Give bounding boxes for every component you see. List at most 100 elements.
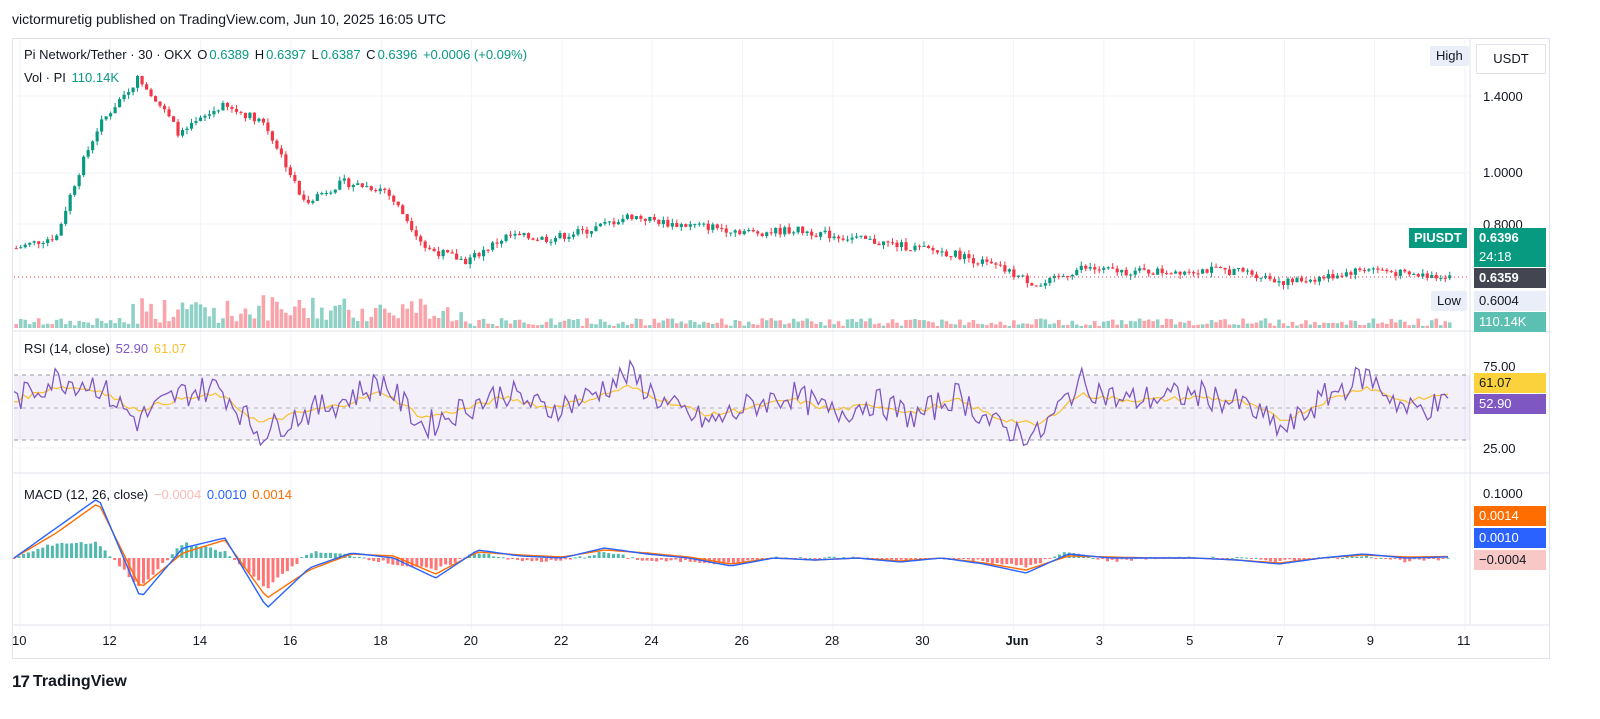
volume-bar [1187,320,1191,328]
candle-body [1124,269,1128,276]
rsi-label[interactable]: RSI (14, close) [24,341,110,356]
volume-bar [1016,324,1021,328]
volume-bar [1420,325,1425,328]
macd-hist-bar [722,558,726,564]
macd-label[interactable]: MACD (12, 26, close) [24,487,149,502]
candle-body [1241,268,1245,272]
volume-bar [1380,322,1385,328]
candle-body [374,190,378,192]
macd-hist-bar [41,547,45,558]
candle-body [652,216,656,220]
candle-body [302,194,306,200]
volume-bar [899,325,904,328]
volume-bars [14,295,1452,328]
candle-body [540,236,544,240]
volume-bar [1061,325,1066,328]
volume-bar [733,319,738,328]
volume-bar [194,302,198,328]
candle-body [1371,268,1375,270]
currency-button[interactable]: USDT [1476,44,1546,74]
volume-label[interactable]: Vol · PI [24,70,66,85]
volume-bar [778,320,782,328]
candle-body [158,101,162,106]
candle-body [50,239,54,241]
macd-hist-bar [1101,558,1105,559]
candle-body [1057,275,1061,277]
macd-hist-bar [899,558,903,560]
macd-hist-bar [1379,557,1383,559]
macd-hist-bar [1024,558,1028,568]
macd-hist-bar [285,558,289,572]
candle-body [846,239,850,241]
volume-bar [693,321,697,328]
volume-bar [1182,322,1187,328]
macd-hist-bar [1254,557,1258,559]
volume-bar [1277,319,1281,328]
rsi-line [13,359,1449,447]
ticker-badge: PIUSDT [1409,228,1467,248]
volume-bar [1317,324,1322,328]
volume-bar [1385,323,1389,328]
candle-body [526,233,531,239]
macd-hist-bar [564,558,568,560]
candle-body [1263,275,1268,278]
macd-hist-bar [597,551,601,558]
macd-hist-bar [118,558,122,567]
candle-body [91,141,95,151]
volume-bar [275,301,279,328]
volume-bar [832,324,836,328]
macd-hist-bar [741,558,745,564]
volume-bar [297,299,302,328]
candle-body [428,247,432,249]
candle-body [122,94,126,100]
macd-hist-bar [50,545,54,558]
candle-body [104,116,108,120]
volume-bar [616,323,621,328]
macd-hist-bar [290,558,294,567]
candle-body [410,221,414,231]
volume-bar [787,323,791,328]
candle-body [1115,268,1119,273]
open-value: 0.6389 [209,47,250,62]
low-value: 0.6387 [320,47,361,62]
candle-body [612,221,616,225]
candle-body [288,167,292,176]
candle-body [801,226,805,234]
tradingview-brand[interactable]: 17 TradingView [12,672,127,692]
macd-hist-bar [588,555,592,558]
macd-signal-value: 0.0014 [252,487,293,502]
time-axis-label: Jun [1005,633,1029,648]
candle-body [634,216,638,219]
macd-hist-bar [376,558,380,562]
macd-hist-bar [832,556,836,558]
macd-hist-bar [1034,558,1038,564]
change-value: +0.0006 (+0.09%) [422,47,528,62]
candle-body [131,87,135,93]
volume-bar [1003,324,1007,328]
candle-body [230,106,234,109]
candle-body [594,226,598,232]
macd-hist-bar [281,558,285,574]
symbol-line[interactable]: Pi Network/Tether · 30 · OKX [24,47,192,62]
volume-bar [14,324,19,328]
volume-bar [598,319,603,328]
macd-hist-bar [679,558,683,562]
macd-hist-bar [1374,558,1378,559]
volume-bar [180,302,185,328]
candle-body [976,263,980,265]
macd-hist-bar [477,553,481,558]
time-axis-label: 10 [12,633,27,648]
macd-hist-bar [760,558,764,560]
volume-bar [1133,321,1137,328]
candle-body [643,218,647,221]
candle-body [68,194,72,211]
macd-hist-bar [1393,558,1397,559]
macd-hist-bar [98,546,102,558]
volume-bar [360,308,365,328]
volume-bar [926,321,931,328]
volume-bar [1205,323,1209,328]
volume-bar [985,325,989,328]
volume-bar [958,319,962,328]
volume-bar [823,325,827,328]
